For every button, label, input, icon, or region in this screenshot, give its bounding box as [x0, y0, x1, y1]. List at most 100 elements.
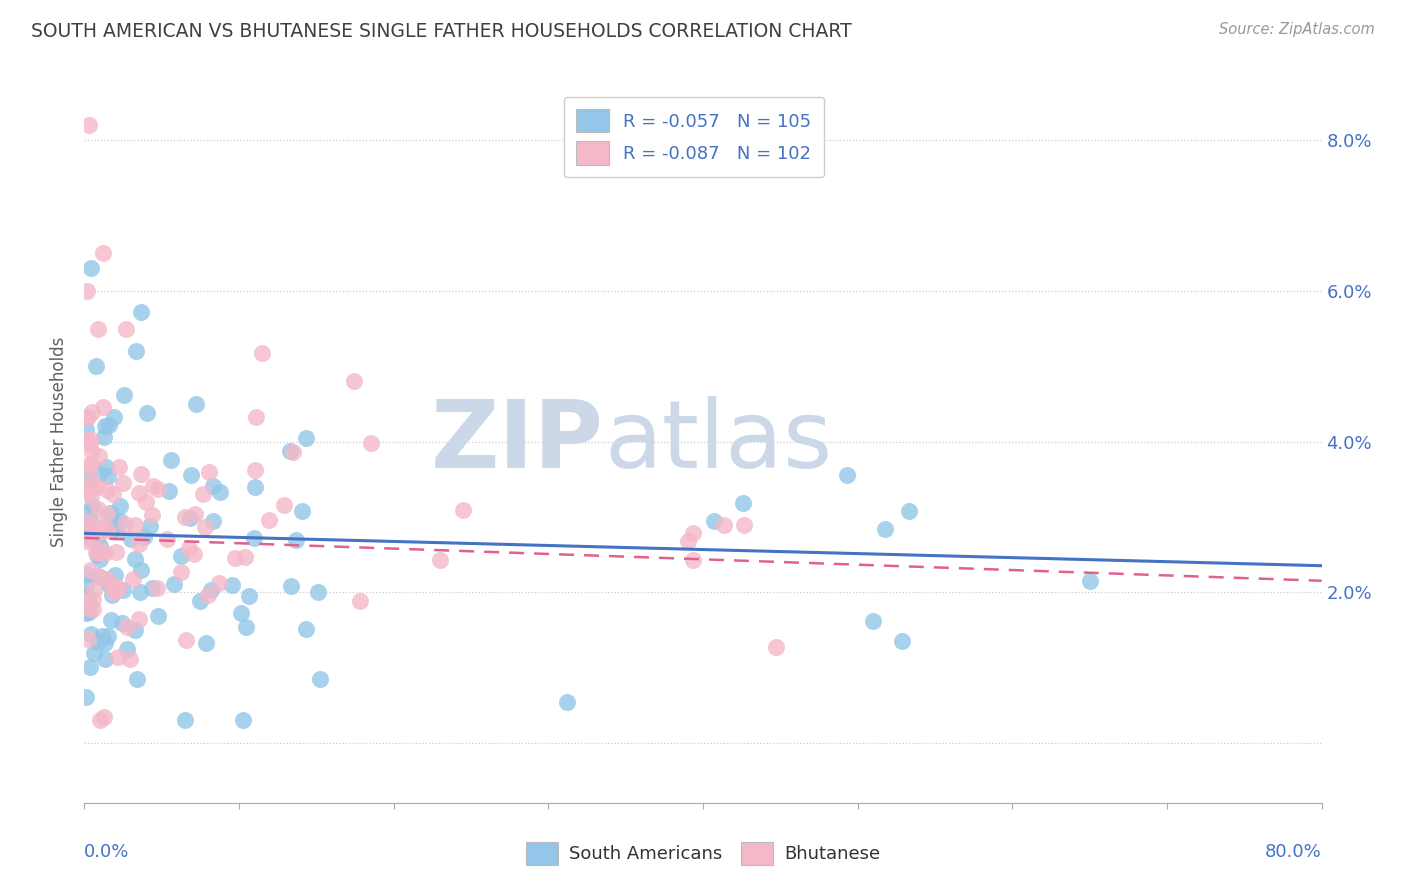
Point	[128, 537, 150, 551]
Point	[180, 467, 202, 482]
Point	[80, 499, 103, 513]
Point	[75, 606, 97, 620]
Point	[198, 465, 221, 479]
Point	[89, 525, 111, 540]
Point	[82, 518, 104, 533]
Point	[159, 483, 181, 498]
Point	[243, 531, 266, 545]
Point	[184, 507, 207, 521]
Point	[238, 590, 260, 604]
Point	[682, 526, 704, 541]
Point	[112, 583, 135, 598]
Point	[93, 430, 115, 444]
Point	[174, 509, 197, 524]
Point	[98, 573, 121, 587]
Text: ZIP: ZIP	[432, 395, 605, 488]
Point	[93, 419, 115, 434]
Point	[309, 672, 332, 686]
Point	[79, 437, 101, 451]
Point	[79, 563, 101, 577]
Point	[429, 553, 451, 567]
Point	[97, 577, 120, 591]
Point	[82, 602, 104, 616]
Point	[179, 541, 201, 556]
Point	[94, 546, 117, 560]
Point	[139, 518, 162, 533]
Point	[125, 344, 148, 359]
Point	[224, 550, 246, 565]
Point	[79, 457, 101, 471]
Point	[194, 520, 217, 534]
Point	[200, 583, 222, 598]
Point	[82, 404, 104, 418]
Point	[208, 484, 231, 499]
Point	[75, 533, 97, 548]
Point	[184, 397, 207, 411]
Point	[77, 600, 100, 615]
Point	[91, 246, 114, 260]
Point	[89, 713, 111, 727]
Point	[343, 374, 366, 388]
Point	[676, 534, 699, 549]
Point	[75, 690, 97, 704]
Point	[890, 634, 912, 648]
Point	[76, 530, 98, 544]
Point	[75, 506, 97, 520]
Point	[77, 519, 100, 533]
Point	[101, 522, 124, 536]
Point	[75, 567, 97, 582]
Point	[84, 544, 107, 558]
Point	[733, 517, 755, 532]
Point	[191, 487, 214, 501]
Point	[82, 474, 104, 488]
Point	[682, 553, 704, 567]
Point	[148, 609, 170, 624]
Point	[90, 546, 112, 560]
Point	[183, 547, 205, 561]
Point	[103, 585, 125, 599]
Point	[110, 514, 132, 528]
Point	[77, 119, 100, 133]
Point	[103, 487, 125, 501]
Point	[129, 563, 152, 577]
Point	[170, 549, 193, 564]
Point	[278, 443, 301, 458]
Point	[284, 533, 307, 547]
Point	[86, 501, 108, 516]
Point	[235, 620, 257, 634]
Point	[96, 507, 118, 521]
Point	[349, 594, 371, 608]
Point	[360, 436, 382, 450]
Point	[97, 418, 120, 433]
Point	[862, 614, 884, 628]
Point	[197, 588, 219, 602]
Point	[294, 622, 316, 636]
Point	[141, 508, 163, 522]
Point	[80, 627, 103, 641]
Point	[202, 479, 225, 493]
Point	[135, 495, 157, 509]
Point	[77, 483, 100, 498]
Point	[87, 520, 110, 534]
Point	[120, 532, 142, 546]
Point	[94, 636, 117, 650]
Point	[79, 432, 101, 446]
Point	[118, 652, 141, 666]
Point	[94, 460, 117, 475]
Point	[89, 569, 111, 583]
Point	[146, 581, 169, 595]
Point	[252, 346, 274, 360]
Point	[124, 624, 146, 638]
Point	[156, 532, 179, 546]
Point	[146, 482, 169, 496]
Point	[281, 445, 304, 459]
Point	[202, 514, 225, 528]
Point	[83, 582, 105, 597]
Point	[1078, 574, 1101, 588]
Point	[765, 640, 787, 654]
Point	[107, 581, 129, 595]
Point	[97, 469, 120, 483]
Text: atlas: atlas	[605, 395, 832, 488]
Text: 0.0%: 0.0%	[84, 843, 129, 861]
Point	[91, 629, 114, 643]
